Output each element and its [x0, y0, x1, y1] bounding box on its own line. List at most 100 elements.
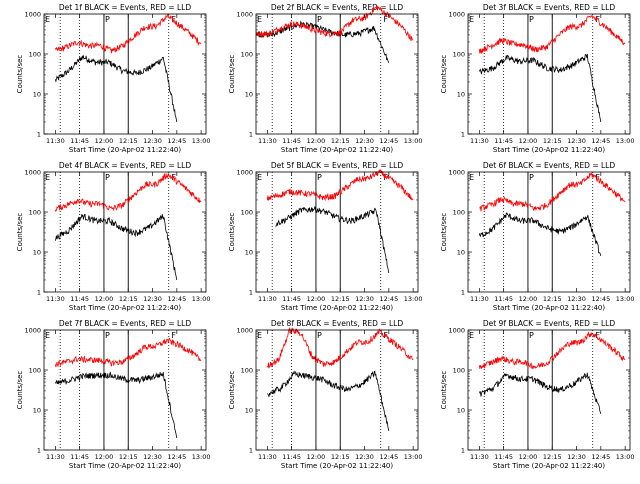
panel-det-2f: Det 2f BLACK = Events, RED = LLD E P F 1 10 10… [228, 3, 423, 154]
marker-p: P [105, 331, 110, 340]
y-tick-label: 10 [245, 249, 253, 257]
y-axis-label: Counts/sec [440, 213, 448, 252]
x-tick-label: 13:00 [192, 295, 211, 303]
y-tick-label: 1 [37, 131, 41, 139]
x-tick-label: 11:30 [470, 137, 489, 145]
y-tick-label: 1000 [236, 169, 253, 177]
x-tick-label: 11:45 [494, 295, 513, 303]
x-tick-label: 12:15 [331, 453, 350, 461]
x-tick-label: 13:00 [404, 295, 423, 303]
x-tick-label: 12:15 [119, 137, 138, 145]
series-events-line [255, 20, 390, 64]
x-tick-label: 11:30 [470, 453, 489, 461]
x-tick-label: 12:45 [591, 453, 610, 461]
series-events-line [54, 371, 178, 439]
y-axis-label: Counts/sec [228, 371, 236, 410]
x-tick-label: 11:45 [282, 137, 301, 145]
x-tick-label: 11:45 [70, 137, 89, 145]
x-axis-label: Start Time (20-Apr-02 11:22:40) [281, 462, 393, 470]
x-tick-label: 11:45 [70, 295, 89, 303]
panel-title: Det 7f BLACK = Events, RED = LLD [59, 319, 192, 328]
y-axis-label: Counts/sec [16, 213, 24, 252]
marker-e: E [45, 331, 50, 340]
series-lld-line [54, 172, 202, 213]
y-tick-label: 1 [37, 289, 41, 297]
marker-e: E [257, 173, 262, 182]
y-tick-label: 1000 [448, 11, 465, 19]
plot-frame [255, 329, 419, 451]
x-tick-label: 12:45 [379, 453, 398, 461]
x-axis-label: Start Time (20-Apr-02 11:22:40) [493, 462, 605, 470]
marker-p: P [317, 331, 322, 340]
x-tick-label: 13:00 [404, 453, 423, 461]
x-tick-label: 12:00 [307, 295, 326, 303]
x-tick-label: 12:00 [307, 137, 326, 145]
x-tick-label: 12:45 [167, 295, 186, 303]
y-tick-label: 100 [241, 209, 253, 217]
series-lld-line [478, 331, 626, 370]
panel-title: Det 5f BLACK = Events, RED = LLD [271, 161, 404, 170]
y-tick-label: 100 [29, 367, 41, 375]
x-tick-label: 13:00 [616, 453, 635, 461]
x-tick-label: 12:00 [95, 295, 114, 303]
x-axis-label: Start Time (20-Apr-02 11:22:40) [69, 146, 181, 154]
x-tick-label: 12:30 [355, 137, 374, 145]
y-tick-label: 100 [29, 51, 41, 59]
marker-e: E [469, 173, 474, 182]
series-lld-line [266, 169, 414, 202]
marker-p: P [317, 173, 322, 182]
x-axis-label: Start Time (20-Apr-02 11:22:40) [281, 146, 393, 154]
y-tick-label: 1 [249, 447, 253, 455]
series-events-line [54, 54, 178, 123]
series-lld-line [54, 13, 202, 54]
series-events-line [54, 213, 178, 281]
plot-frame [467, 329, 631, 451]
y-axis-label: Counts/sec [228, 213, 236, 252]
plot-frame [43, 171, 207, 293]
series-events-line [267, 370, 390, 431]
series-lld-line [478, 14, 626, 55]
y-tick-label: 100 [453, 367, 465, 375]
x-tick-label: 11:45 [70, 453, 89, 461]
panel-title: Det 9f BLACK = Events, RED = LLD [483, 319, 616, 328]
x-tick-label: 11:30 [258, 453, 277, 461]
marker-e: E [469, 331, 474, 340]
y-tick-label: 1 [461, 447, 465, 455]
x-tick-label: 12:30 [567, 137, 586, 145]
y-tick-label: 1 [461, 289, 465, 297]
x-tick-label: 13:00 [404, 137, 423, 145]
y-tick-label: 10 [245, 91, 253, 99]
x-tick-label: 12:00 [307, 453, 326, 461]
marker-e: E [45, 173, 50, 182]
y-axis-label: Counts/sec [440, 55, 448, 94]
plot-frame [43, 13, 207, 135]
x-tick-label: 11:30 [258, 137, 277, 145]
y-tick-label: 1000 [236, 11, 253, 19]
panel-title: Det 1f BLACK = Events, RED = LLD [59, 3, 192, 12]
series-lld-line [479, 172, 626, 212]
series-events-line [478, 372, 602, 415]
x-tick-label: 12:30 [567, 295, 586, 303]
x-tick-label: 11:45 [282, 295, 301, 303]
marker-f: F [383, 15, 388, 24]
x-tick-label: 12:30 [355, 453, 374, 461]
x-tick-label: 12:00 [519, 295, 538, 303]
panel-title: Det 8f BLACK = Events, RED = LLD [271, 319, 404, 328]
y-tick-label: 10 [457, 249, 465, 257]
x-tick-label: 12:45 [167, 453, 186, 461]
y-tick-label: 1000 [24, 11, 41, 19]
panel-title: Det 3f BLACK = Events, RED = LLD [483, 3, 616, 12]
y-tick-label: 10 [33, 91, 41, 99]
series-events-line [275, 206, 390, 273]
x-tick-label: 12:00 [95, 137, 114, 145]
plot-frame [255, 13, 419, 135]
y-tick-label: 100 [241, 367, 253, 375]
y-tick-label: 10 [457, 91, 465, 99]
y-tick-label: 1 [461, 131, 465, 139]
